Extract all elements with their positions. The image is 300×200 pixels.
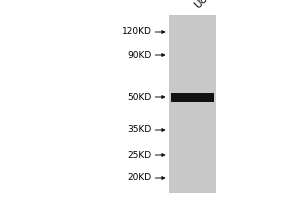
Text: 50KD: 50KD xyxy=(127,92,152,102)
Text: 120KD: 120KD xyxy=(122,27,152,36)
Text: 20KD: 20KD xyxy=(128,173,152,182)
Text: 90KD: 90KD xyxy=(127,50,152,60)
Bar xyxy=(172,92,214,102)
Bar xyxy=(169,15,216,193)
Text: 25KD: 25KD xyxy=(128,150,152,160)
Text: U87: U87 xyxy=(193,0,214,10)
Text: 35KD: 35KD xyxy=(127,126,152,134)
